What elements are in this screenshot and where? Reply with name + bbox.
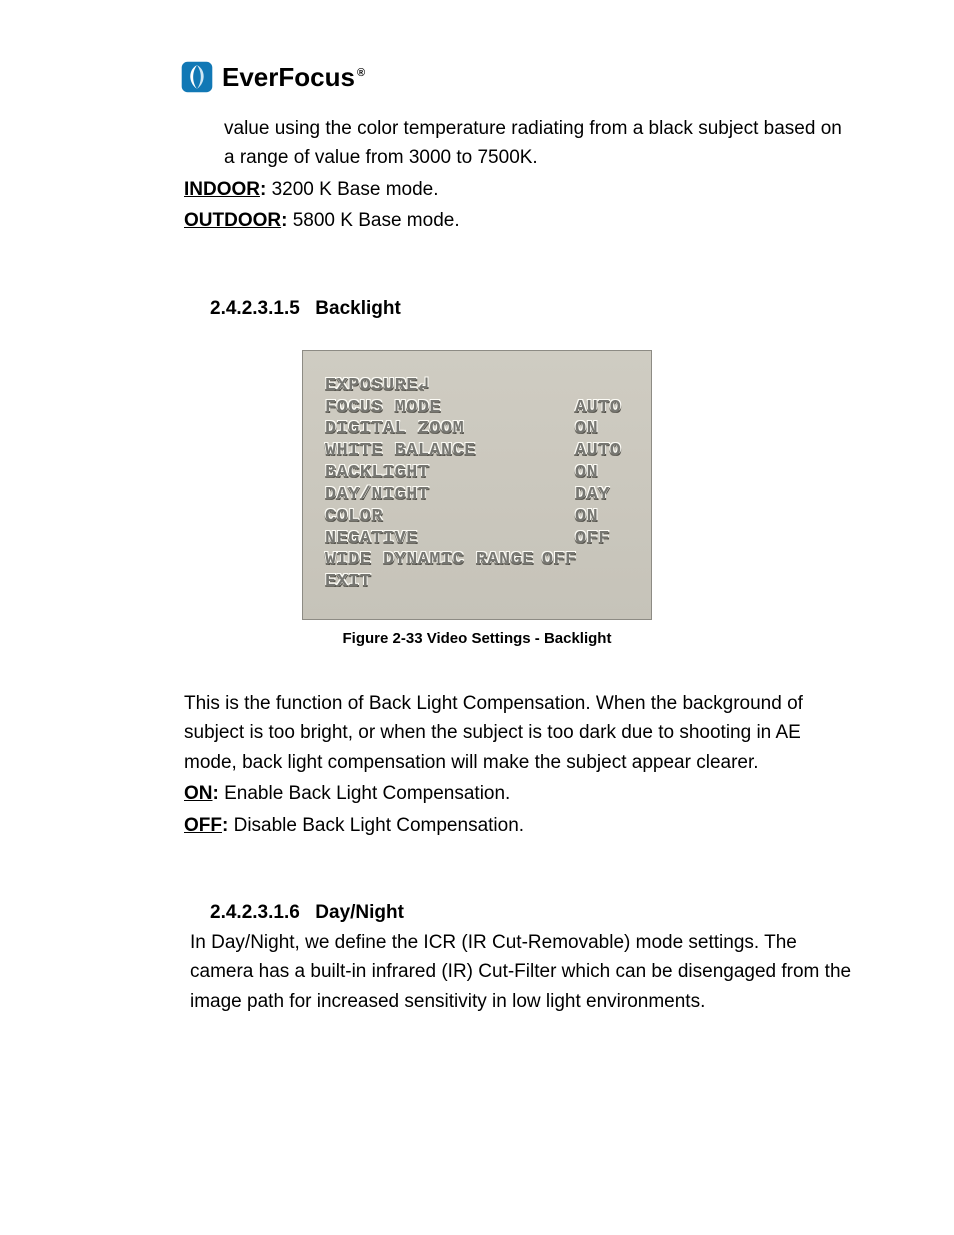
osd-row: EXPOSURE↲	[325, 375, 629, 397]
blc-off-definition: OFF: Disable Back Light Compensation.	[184, 811, 854, 840]
osd-label: FOCUS MODE	[325, 397, 441, 419]
brand-name: EverFocus®	[222, 62, 365, 93]
outdoor-text: 5800 K Base mode.	[287, 210, 459, 231]
osd-row: WHITE BALANCE AUTO	[325, 440, 629, 462]
document-page: EverFocus® value using the color tempera…	[0, 0, 954, 1235]
osd-value: DAY	[575, 484, 629, 506]
osd-label: WHITE BALANCE	[325, 440, 476, 462]
figure-caption: Figure 2-33 Video Settings - Backlight	[343, 630, 612, 647]
figure-backlight: EXPOSURE↲FOCUS MODEAUTODIGITAL ZOOMONWHI…	[90, 350, 864, 647]
brand-logo: EverFocus®	[180, 60, 864, 94]
registered-mark: ®	[357, 67, 365, 79]
section-number: 2.4.2.3.1.5	[210, 298, 310, 320]
osd-label: NEGATIVE	[325, 528, 418, 550]
daynight-paragraph: In Day/Night, we define the ICR (IR Cut-…	[190, 928, 854, 1016]
osd-label: BACKLIGHT	[325, 462, 429, 484]
section-title: Backlight	[315, 298, 401, 319]
outdoor-definition: OUTDOOR: 5800 K Base mode.	[184, 206, 854, 235]
osd-value: OFF	[542, 549, 596, 571]
blc-on-text: Enable Back Light Compensation.	[219, 783, 511, 804]
section-number-daynight: 2.4.2.3.1.6	[210, 902, 310, 924]
osd-value: AUTO	[575, 397, 629, 419]
osd-row: FOCUS MODE AUTO	[325, 397, 629, 419]
osd-label: DAY/NIGHT	[325, 484, 429, 506]
osd-row: COLOR ON	[325, 506, 629, 528]
indoor-term: INDOOR	[184, 179, 260, 200]
osd-row: WIDE DYNAMIC RANGE OFF	[325, 549, 629, 571]
osd-row: DAY/NIGHT DAY	[325, 484, 629, 506]
section-title-daynight: Day/Night	[315, 902, 404, 923]
osd-label: WIDE DYNAMIC RANGE	[325, 549, 534, 571]
brand-name-text: EverFocus	[222, 62, 355, 92]
osd-row: DIGITAL ZOOM ON	[325, 418, 629, 440]
intro-block: value using the color temperature radiat…	[184, 114, 854, 236]
osd-menu-screenshot: EXPOSURE↲FOCUS MODEAUTODIGITAL ZOOMONWHI…	[302, 350, 652, 620]
osd-row: BACKLIGHT ON	[325, 462, 629, 484]
osd-value: AUTO	[575, 440, 629, 462]
osd-label: EXIT	[325, 571, 371, 593]
everfocus-logo-icon	[180, 60, 214, 94]
continuation-text: value using the color temperature radiat…	[224, 114, 854, 173]
indoor-definition: INDOOR: 3200 K Base mode.	[184, 175, 854, 204]
osd-label: COLOR	[325, 506, 383, 528]
osd-value: ON	[575, 462, 629, 484]
section-heading-backlight: 2.4.2.3.1.5 Backlight	[210, 298, 864, 320]
osd-value: ON	[575, 506, 629, 528]
section-heading-daynight: 2.4.2.3.1.6 Day/Night	[210, 902, 864, 924]
blc-on-term: ON	[184, 783, 213, 804]
osd-row: NEGATIVE OFF	[325, 528, 629, 550]
blc-off-text: Disable Back Light Compensation.	[228, 815, 524, 836]
backlight-description: This is the function of Back Light Compe…	[184, 689, 854, 777]
osd-row: EXIT	[325, 571, 629, 593]
indoor-text: 3200 K Base mode.	[266, 179, 438, 200]
blc-on-definition: ON: Enable Back Light Compensation.	[184, 779, 854, 808]
osd-value: OFF	[575, 528, 629, 550]
backlight-paragraph-block: This is the function of Back Light Compe…	[184, 689, 854, 840]
blc-off-term: OFF	[184, 815, 222, 836]
osd-label: DIGITAL ZOOM	[325, 418, 464, 440]
osd-label: EXPOSURE↲	[325, 375, 429, 397]
osd-value: ON	[575, 418, 629, 440]
outdoor-term: OUTDOOR	[184, 210, 281, 231]
